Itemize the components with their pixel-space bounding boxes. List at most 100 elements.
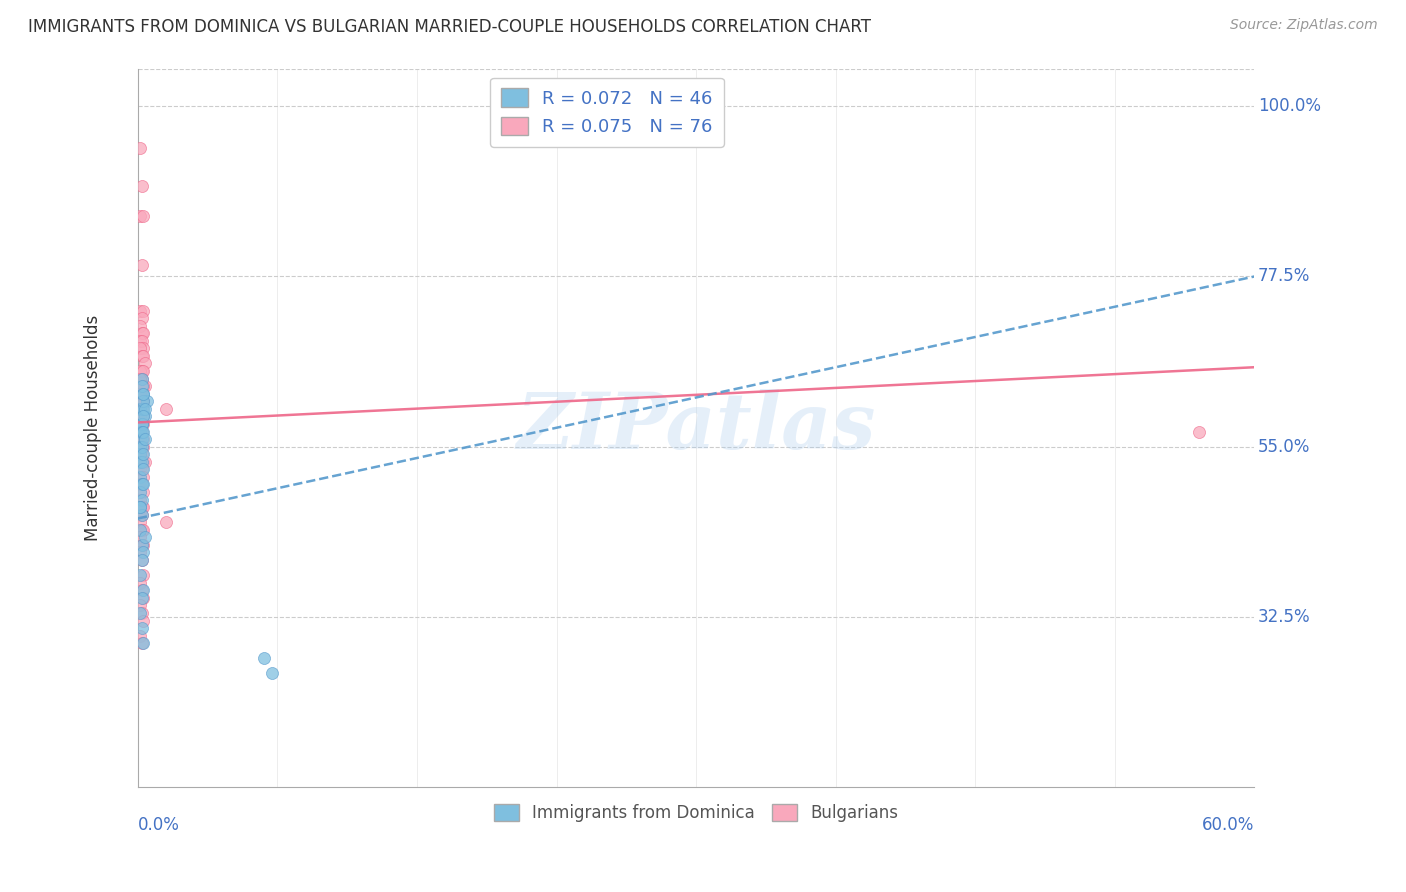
Point — [128, 462, 150, 476]
Point — [134, 356, 156, 370]
Point — [128, 606, 150, 620]
Point — [128, 440, 150, 454]
Point — [131, 508, 153, 522]
Point — [132, 417, 155, 431]
Text: 100.0%: 100.0% — [1258, 97, 1320, 115]
Point — [132, 538, 155, 552]
Point — [132, 341, 155, 355]
Point — [131, 477, 153, 491]
Point — [132, 303, 155, 318]
Point — [131, 394, 153, 409]
Point — [131, 636, 153, 650]
Point — [131, 364, 153, 378]
Point — [131, 447, 153, 461]
Point — [131, 425, 153, 439]
Point — [132, 386, 155, 401]
Point — [128, 508, 150, 522]
Text: Source: ZipAtlas.com: Source: ZipAtlas.com — [1230, 18, 1378, 32]
Point — [128, 318, 150, 333]
Point — [132, 209, 155, 223]
Point — [131, 334, 153, 348]
Point — [131, 326, 153, 341]
Point — [134, 530, 156, 544]
Text: 0.0%: 0.0% — [138, 815, 180, 834]
Point — [128, 401, 150, 416]
Point — [128, 364, 150, 378]
Point — [134, 455, 156, 469]
Point — [128, 303, 150, 318]
Point — [128, 455, 150, 469]
Point — [128, 341, 150, 355]
Point — [131, 462, 153, 476]
Point — [131, 258, 153, 272]
Text: 55.0%: 55.0% — [1258, 438, 1310, 456]
Point — [128, 409, 150, 424]
Point — [131, 417, 153, 431]
Point — [132, 591, 155, 605]
Point — [131, 538, 153, 552]
Point — [260, 666, 283, 681]
Point — [131, 538, 153, 552]
Point — [128, 477, 150, 491]
Point — [128, 209, 150, 223]
Point — [132, 409, 155, 424]
Point — [131, 425, 153, 439]
Point — [131, 508, 153, 522]
Point — [131, 553, 153, 567]
Point — [134, 379, 156, 393]
Point — [128, 599, 150, 613]
Text: 32.5%: 32.5% — [1258, 607, 1310, 626]
Point — [128, 432, 150, 446]
Point — [131, 432, 153, 446]
Point — [131, 371, 153, 385]
Point — [131, 553, 153, 567]
Point — [128, 515, 150, 529]
Point — [132, 326, 155, 341]
Point — [128, 425, 150, 439]
Point — [128, 568, 150, 582]
Point — [132, 523, 155, 537]
Point — [132, 425, 155, 439]
Point — [128, 470, 150, 484]
Point — [132, 636, 155, 650]
Text: IMMIGRANTS FROM DOMINICA VS BULGARIAN MARRIED-COUPLE HOUSEHOLDS CORRELATION CHAR: IMMIGRANTS FROM DOMINICA VS BULGARIAN MA… — [28, 18, 872, 36]
Point — [134, 432, 156, 446]
Text: ZIPatlas: ZIPatlas — [516, 390, 876, 466]
Point — [128, 485, 150, 500]
Point — [136, 394, 159, 409]
Point — [128, 492, 150, 507]
Point — [128, 334, 150, 348]
Point — [132, 455, 155, 469]
Point — [134, 409, 156, 424]
Point — [253, 651, 276, 665]
Point — [131, 591, 153, 605]
Point — [131, 455, 153, 469]
Point — [128, 386, 150, 401]
Point — [132, 447, 155, 461]
Point — [128, 500, 150, 515]
Point — [132, 568, 155, 582]
Point — [132, 545, 155, 559]
Point — [131, 178, 153, 193]
Point — [132, 462, 155, 476]
Point — [128, 371, 150, 385]
Point — [131, 606, 153, 620]
Point — [128, 629, 150, 643]
Legend: Immigrants from Dominica, Bulgarians: Immigrants from Dominica, Bulgarians — [488, 797, 905, 829]
Point — [131, 477, 153, 491]
Point — [128, 425, 150, 439]
Point — [132, 477, 155, 491]
Point — [131, 311, 153, 326]
Point — [131, 371, 153, 385]
Point — [132, 500, 155, 515]
Point — [131, 621, 153, 635]
Text: 77.5%: 77.5% — [1258, 268, 1310, 285]
Point — [131, 492, 153, 507]
Point — [132, 614, 155, 628]
Point — [132, 583, 155, 598]
Point — [131, 379, 153, 393]
Point — [131, 440, 153, 454]
Text: 60.0%: 60.0% — [1202, 815, 1254, 834]
Point — [134, 401, 156, 416]
Point — [128, 500, 150, 515]
